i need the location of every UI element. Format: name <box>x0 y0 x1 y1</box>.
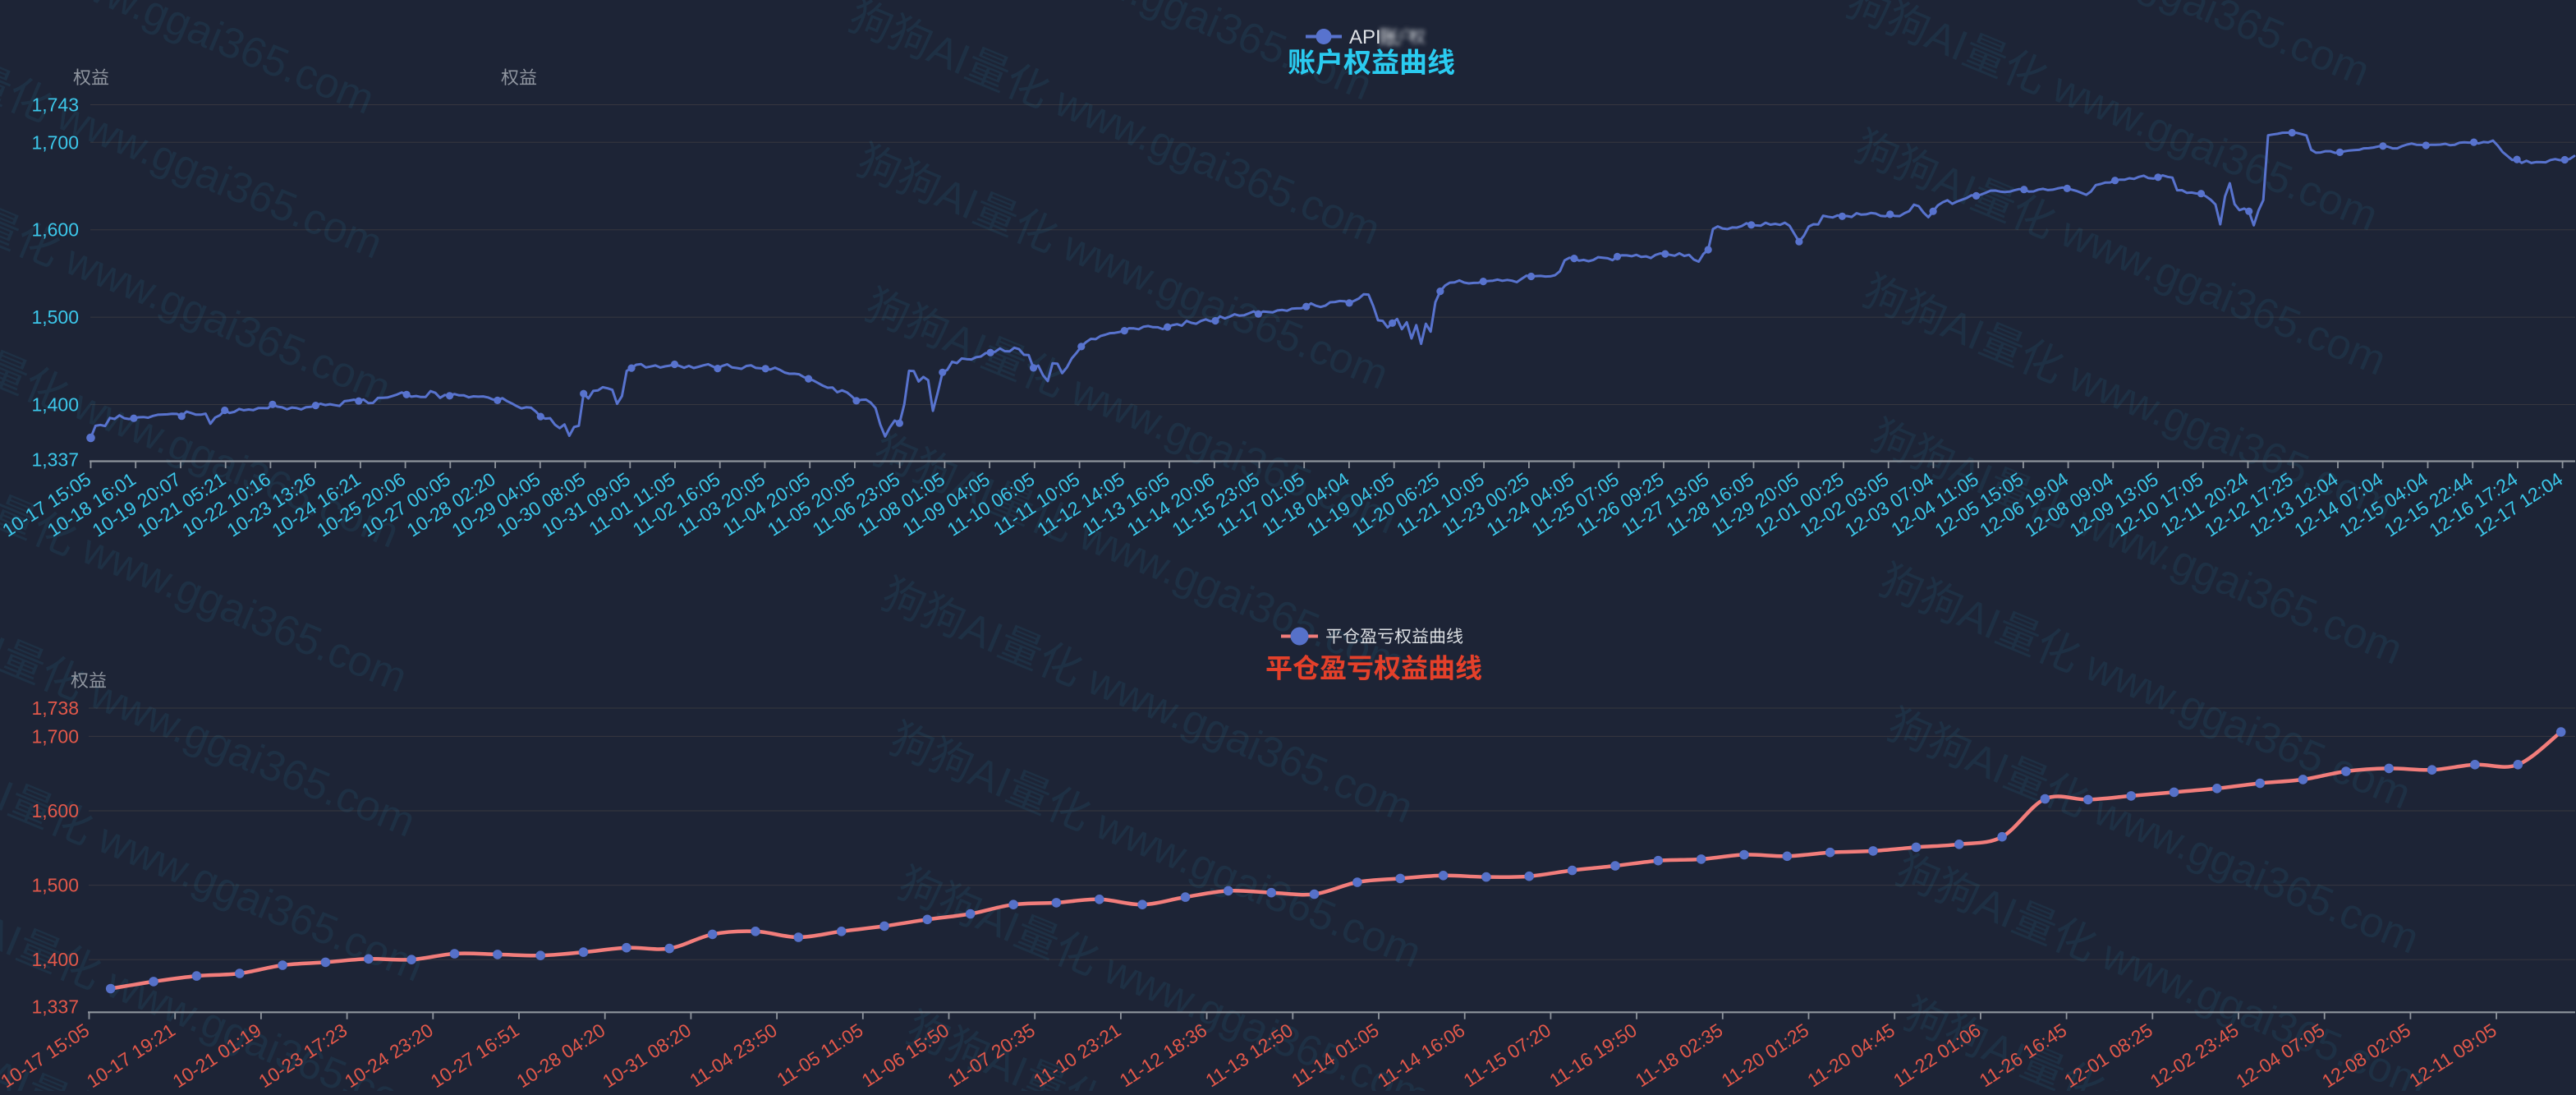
svg-text:1,600: 1,600 <box>31 800 79 821</box>
svg-text:1,400: 1,400 <box>31 394 79 416</box>
svg-text:1,400: 1,400 <box>31 949 79 970</box>
svg-text:1,500: 1,500 <box>31 875 79 896</box>
svg-text:1,700: 1,700 <box>31 725 79 747</box>
svg-text:1,337: 1,337 <box>31 449 79 471</box>
svg-text:1,337: 1,337 <box>31 996 79 1017</box>
svg-text:API: API <box>1349 26 1381 48</box>
svg-text:1,600: 1,600 <box>31 219 79 241</box>
svg-text:1,500: 1,500 <box>31 306 79 328</box>
svg-text:1,738: 1,738 <box>31 697 79 719</box>
svg-text:1,743: 1,743 <box>31 94 79 116</box>
svg-text:1,700: 1,700 <box>31 131 79 153</box>
